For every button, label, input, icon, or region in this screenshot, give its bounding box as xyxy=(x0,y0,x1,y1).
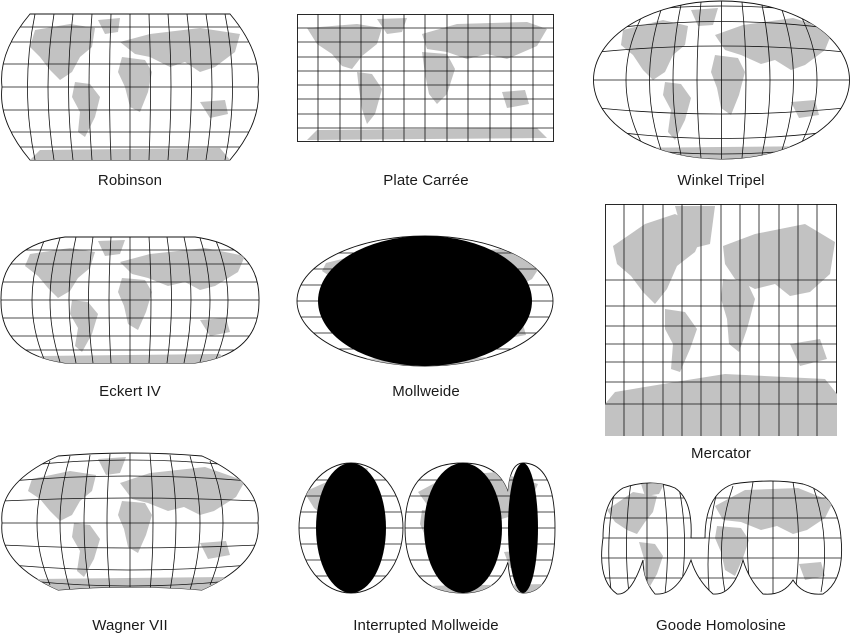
robinson-map xyxy=(0,12,260,162)
caption-wagner-vii: Wagner VII xyxy=(92,617,168,634)
eckert-iv-map xyxy=(0,236,260,364)
caption-mercator: Mercator xyxy=(691,445,751,462)
caption-plate-carree: Plate Carrée xyxy=(383,172,469,189)
interrupted-mollweide-map xyxy=(298,462,556,594)
mollweide-map xyxy=(296,235,554,367)
caption-mollweide: Mollweide xyxy=(392,383,460,400)
caption-robinson: Robinson xyxy=(97,172,163,189)
goode-homolosine-map xyxy=(593,480,850,596)
wagner-vii-map xyxy=(0,452,260,593)
plate-carree-map xyxy=(297,14,554,142)
caption-goode-homolosine: Goode Homolosine xyxy=(655,617,786,634)
winkel-tripel-map xyxy=(593,0,850,160)
caption-interrupted-mollweide: Interrupted Mollweide xyxy=(353,617,499,634)
caption-eckert-iv: Eckert IV xyxy=(99,383,161,400)
mercator-map xyxy=(605,204,837,436)
caption-winkel-tripel: Winkel Tripel xyxy=(677,172,765,189)
